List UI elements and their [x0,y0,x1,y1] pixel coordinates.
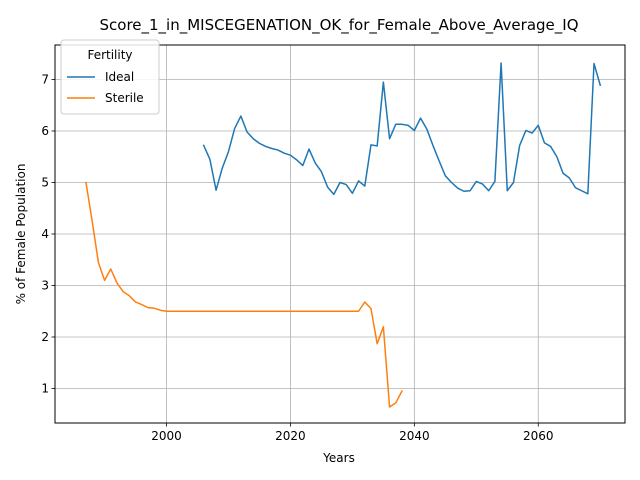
y-tick-label: 6 [41,124,49,138]
series-lines [85,62,602,408]
x-tick-label: 2000 [151,429,182,443]
chart-title: Score_1_in_MISCEGENATION_OK_for_Female_A… [100,16,579,35]
y-tick-label: 2 [41,330,49,344]
x-tick-label: 2040 [399,429,430,443]
y-tick-label: 4 [41,227,49,241]
y-tick-label: 7 [41,73,49,87]
legend-box [60,39,160,115]
y-tick-label: 3 [41,278,49,292]
x-axis-label: Years [322,451,355,465]
y-axis-ticks: 1 2 3 4 5 6 7 [41,73,55,395]
y-tick-label: 5 [41,176,49,190]
x-tick-label: 2020 [275,429,306,443]
legend-label-ideal: Ideal [105,70,134,84]
y-axis-label: % of Female Population [14,164,28,305]
legend-label-sterile: Sterile [105,91,144,105]
y-tick-label: 1 [41,381,49,395]
legend-title: Fertility [87,48,132,62]
x-axis-ticks: 2000 2020 2040 2060 [151,423,554,443]
series-line-sterile [85,181,403,408]
series-line-ideal [202,62,602,196]
legend: Fertility Ideal Sterile [60,39,160,115]
x-tick-label: 2060 [523,429,554,443]
